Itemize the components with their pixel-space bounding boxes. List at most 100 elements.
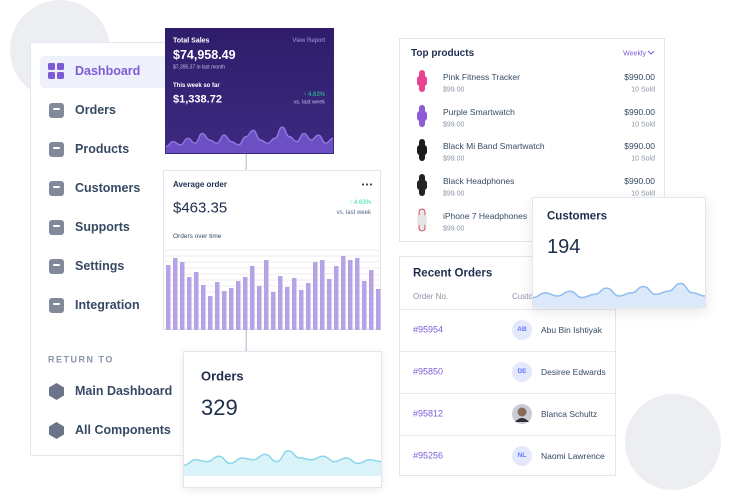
product-shape [417,76,427,86]
icon-part [49,103,64,118]
connector [246,330,247,352]
icon-part [49,142,64,157]
label: vs. last week [293,99,325,106]
row-divider [400,393,615,394]
bar [173,258,178,330]
label: $99.00 [443,225,465,233]
bar-chart [164,249,381,330]
trend-line [532,282,706,299]
label: View Report [292,38,325,44]
bar [341,256,346,330]
label: #95256 [413,450,444,461]
link-icon [49,383,64,400]
label: Orders [201,368,244,384]
label: $99.00 [443,190,465,198]
menu-item: Settings [75,258,125,273]
label: NL [517,451,527,459]
bar [285,287,290,330]
label: $99.00 [443,121,465,129]
bar [180,262,185,330]
connector [246,153,247,171]
label: Desiree Edwards [541,366,606,377]
icon-part [49,259,64,274]
label: Average order [173,180,227,189]
icon-part [48,72,55,79]
bar [166,265,171,330]
icon-part [57,63,64,70]
product-icon [417,139,427,162]
photo-body [515,418,529,422]
bar [369,270,374,330]
label: Blanca Schultz [541,408,598,419]
dot [369,183,373,186]
bar [236,281,241,330]
icon-part [49,298,64,313]
dot [365,183,369,186]
label: $990.00 [624,141,655,152]
label: Black Mi Band Smartwatch [443,141,545,152]
bar [306,283,311,330]
bar [257,286,262,330]
label: 10 Sold [631,86,655,94]
label: $990.00 [624,71,655,82]
bar [299,290,304,330]
label: iPhone 7 Headphones [443,210,528,221]
trend-area [166,127,333,153]
bar [278,276,283,330]
product-icon [417,174,427,197]
menu-icon [49,259,64,274]
label: $7,395.37 in last month [173,64,225,71]
icon-part [49,383,64,400]
avatar-photo [512,404,532,424]
bar [376,289,381,330]
label: DE [517,367,527,375]
avatar [512,320,532,340]
product-shape [417,145,427,156]
icon-part [48,63,55,70]
label: 10 Sold [631,121,655,129]
bar [355,258,360,330]
bar [334,266,339,330]
bar [215,282,220,330]
bar [271,292,276,330]
bar [264,260,269,330]
menu-icon [49,220,64,235]
label: 194 [547,236,581,258]
avatar [512,446,532,466]
menu-icon [49,298,64,313]
bar [208,296,213,330]
label: $99.00 [443,155,465,163]
product-icon [417,104,427,127]
label: #95812 [413,408,444,419]
label: $990.00 [624,106,655,117]
icon-part [57,72,64,79]
bar [362,281,367,330]
label: Top products [411,48,475,59]
bar [292,278,297,330]
row-divider [400,309,615,310]
label: Customer [512,292,547,301]
bar [250,266,255,330]
label: 10 Sold [631,155,655,163]
chevron [647,50,655,55]
icon-part [53,186,60,188]
menu-item: Main Dashboard [75,383,173,398]
label: Black Headphones [443,175,515,186]
product-icon [417,70,427,92]
product-shape [417,180,427,191]
menu-dots [361,183,373,186]
bg-circle [625,394,721,490]
menu-icon [49,142,64,157]
bar [243,277,248,330]
label: $463.35 [173,199,228,217]
label: ↑ 4.63% [303,92,325,98]
label: Orders over time [173,232,222,240]
label: Weekly [623,50,646,58]
label: $990.00 [624,175,655,186]
menu-item: Integration [75,297,140,312]
icon-part [53,225,60,227]
menu-item: Supports [75,219,130,234]
icon-part [49,220,64,235]
trend-area [184,450,381,476]
product-shape [417,214,427,225]
